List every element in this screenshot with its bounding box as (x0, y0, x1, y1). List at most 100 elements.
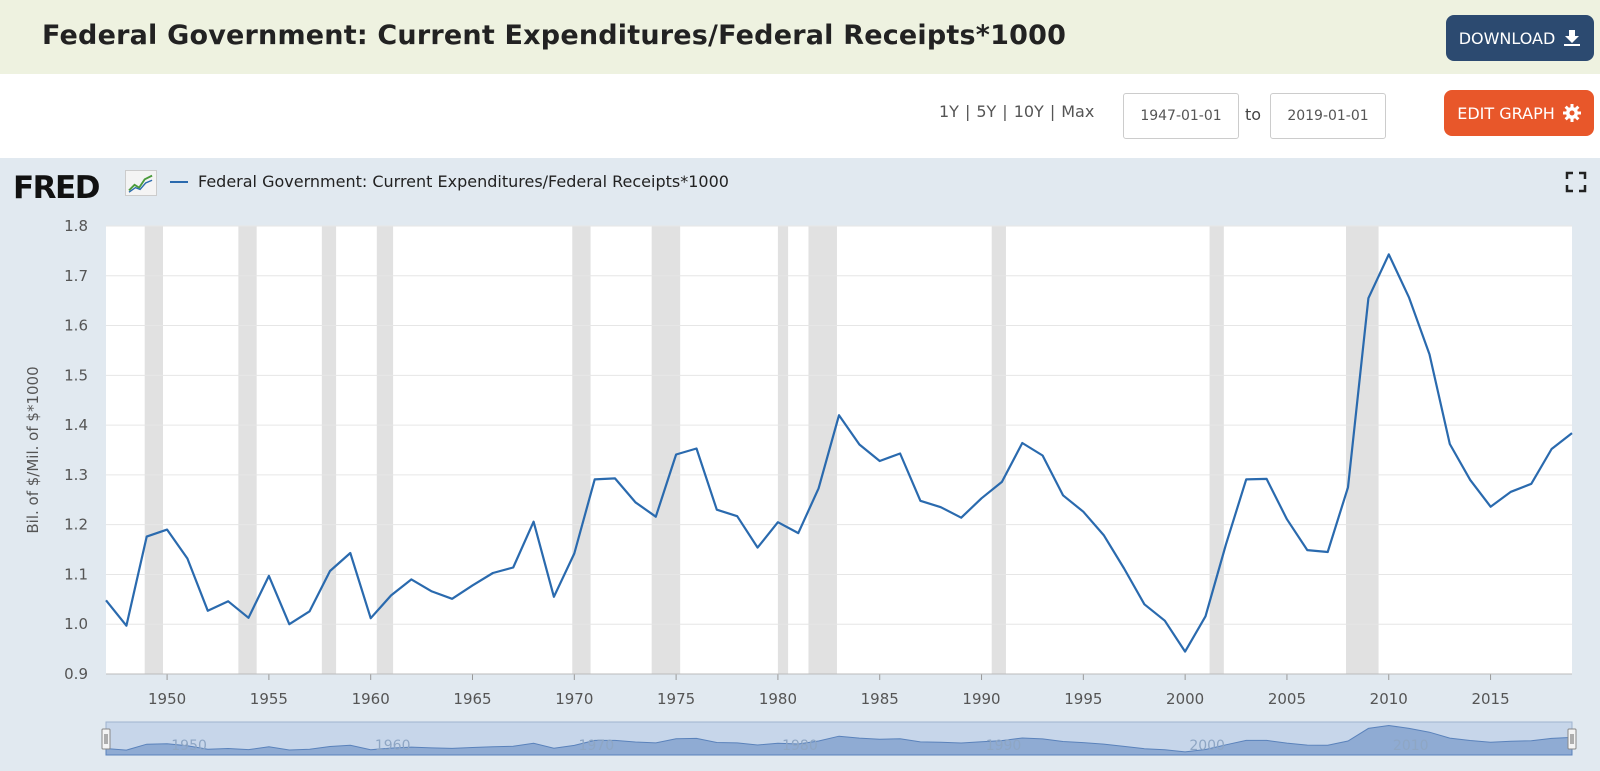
x-tick-label: 1960 (352, 690, 390, 708)
data-point (1529, 481, 1534, 486)
data-point (470, 583, 475, 588)
data-point (612, 476, 617, 481)
data-point (1121, 566, 1126, 571)
data-point (897, 451, 902, 456)
legend-swatch (170, 180, 188, 183)
data-point (959, 515, 964, 520)
start-date-input[interactable] (1123, 93, 1239, 139)
data-point (205, 608, 210, 613)
end-date-input[interactable] (1270, 93, 1386, 139)
data-point (1549, 446, 1554, 451)
recession-band (991, 226, 1006, 674)
navigator-handle[interactable] (1567, 728, 1577, 750)
data-point (1020, 440, 1025, 445)
page-header: Federal Government: Current Expenditures… (0, 0, 1600, 74)
data-point (877, 458, 882, 463)
data-point (816, 486, 821, 491)
data-point (938, 505, 943, 510)
data-point (694, 446, 699, 451)
y-tick-label: 1.8 (64, 217, 88, 235)
x-tick-label: 1955 (250, 690, 288, 708)
edit-graph-button-label: EDIT GRAPH (1457, 103, 1555, 123)
x-tick-label: 1995 (1064, 690, 1102, 708)
data-point (368, 616, 373, 621)
data-point (1081, 509, 1086, 514)
data-point (1203, 614, 1208, 619)
x-tick-label: 2005 (1268, 690, 1306, 708)
data-point (1386, 252, 1391, 257)
data-point (1162, 618, 1167, 623)
download-button-label: DOWNLOAD (1458, 28, 1556, 48)
x-tick-label: 1985 (861, 690, 899, 708)
range-5y[interactable]: 5Y (976, 102, 997, 121)
y-tick-label: 1.1 (64, 565, 88, 583)
y-tick-label: 1.7 (64, 267, 88, 285)
data-point (1142, 602, 1147, 607)
data-point (287, 622, 292, 627)
data-point (735, 514, 740, 519)
data-point (1468, 477, 1473, 482)
navigator-handle[interactable] (101, 728, 111, 750)
navigator-tick-label: 1950 (171, 738, 207, 754)
to-label: to (1245, 105, 1262, 124)
data-point (307, 609, 312, 614)
data-point (551, 594, 556, 599)
data-point (1264, 476, 1269, 481)
data-point (429, 589, 434, 594)
y-tick-label: 1.2 (64, 516, 88, 534)
recession-band (321, 226, 337, 674)
data-point (1325, 549, 1330, 554)
fullscreen-icon[interactable] (1564, 170, 1588, 194)
data-point (633, 500, 638, 505)
x-tick-label: 1970 (555, 690, 593, 708)
data-point (327, 568, 332, 573)
edit-graph-button[interactable]: EDIT GRAPH (1444, 90, 1594, 136)
data-point (511, 565, 516, 570)
recession-band (376, 226, 394, 674)
data-point (266, 573, 271, 578)
range-10y[interactable]: 10Y (1013, 102, 1044, 121)
data-point (836, 413, 841, 418)
data-point (246, 615, 251, 620)
range-separator: | (964, 102, 971, 121)
download-button[interactable]: DOWNLOAD (1446, 15, 1594, 61)
data-point (103, 598, 108, 603)
y-tick-label: 1.6 (64, 317, 88, 335)
data-point (755, 545, 760, 550)
data-point (999, 479, 1004, 484)
data-point (124, 623, 129, 628)
data-point (409, 577, 414, 582)
x-tick-label: 2015 (1471, 690, 1509, 708)
data-point (775, 520, 780, 525)
y-tick-label: 1.4 (64, 416, 88, 434)
data-point (796, 531, 801, 536)
legend-label: Federal Government: Current Expenditures… (198, 172, 729, 191)
data-point (388, 593, 393, 598)
data-point (1284, 517, 1289, 522)
data-point (531, 519, 536, 524)
data-point (1345, 485, 1350, 490)
navigator-tick-label: 1970 (578, 738, 614, 754)
data-point (185, 556, 190, 561)
recession-band (777, 226, 789, 674)
x-tick-label: 2000 (1166, 690, 1204, 708)
recession-band (572, 226, 591, 674)
y-tick-label: 1.5 (64, 366, 88, 384)
range-selector: 1Y | 5Y | 10Y | Max (939, 102, 1094, 121)
data-point (714, 507, 719, 512)
y-tick-label: 1.0 (64, 615, 88, 633)
data-point (1569, 430, 1574, 435)
data-point (450, 596, 455, 601)
data-point (1183, 649, 1188, 654)
data-point (1101, 533, 1106, 538)
x-tick-label: 1950 (148, 690, 186, 708)
data-point (653, 514, 658, 519)
range-1y[interactable]: 1Y (939, 102, 959, 121)
data-point (1488, 504, 1493, 509)
fred-chart-icon (125, 170, 157, 196)
range-max[interactable]: Max (1061, 102, 1095, 121)
data-point (164, 527, 169, 532)
range-separator: | (1049, 102, 1056, 121)
data-point (1427, 352, 1432, 357)
